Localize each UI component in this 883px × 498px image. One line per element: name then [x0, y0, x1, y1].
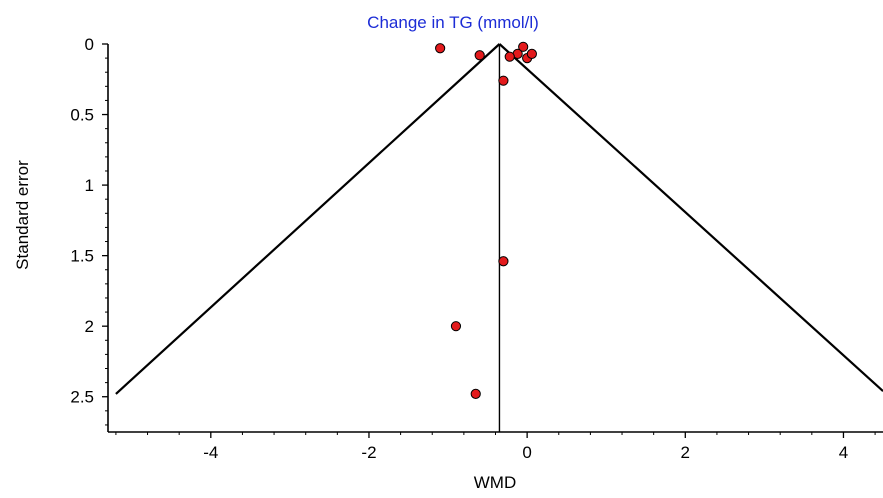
data-point-4: [504, 51, 515, 62]
data-point-7: [498, 75, 509, 86]
data-point-0: [435, 43, 446, 54]
y-tick-label-1: 0.5: [70, 106, 94, 125]
x-axis-label: WMD: [474, 473, 516, 492]
funnel-right-limit: [498, 43, 883, 392]
x-tick-label-0: -4: [203, 443, 218, 462]
x-tick-label-3: 2: [681, 443, 690, 462]
y-tick-label-5: 2.5: [70, 388, 94, 407]
x-tick-label-1: -2: [361, 443, 376, 462]
data-point-6: [526, 48, 537, 59]
funnel-left-limit: [115, 43, 501, 395]
axes: 0 0.5 1 1.5 2 2.5 -4 -2 0 2 4: [70, 35, 883, 462]
data-points: [435, 41, 537, 400]
y-tick-label-4: 2: [85, 317, 94, 336]
data-point-1: [474, 50, 485, 61]
data-point-10: [470, 388, 481, 400]
x-tick-label-2: 0: [522, 443, 531, 462]
data-point-9: [450, 321, 462, 332]
y-tick-label-3: 1.5: [70, 247, 94, 266]
x-tick-label-4: 4: [839, 443, 848, 462]
y-axis-label: Standard error: [13, 160, 32, 270]
data-point-8: [498, 256, 509, 267]
chart-title: Change in TG (mmol/l): [367, 13, 539, 32]
funnel-lines: [115, 43, 883, 432]
y-tick-label-0: 0: [85, 35, 94, 54]
y-tick-label-2: 1: [85, 176, 94, 195]
data-point-2: [518, 41, 529, 52]
